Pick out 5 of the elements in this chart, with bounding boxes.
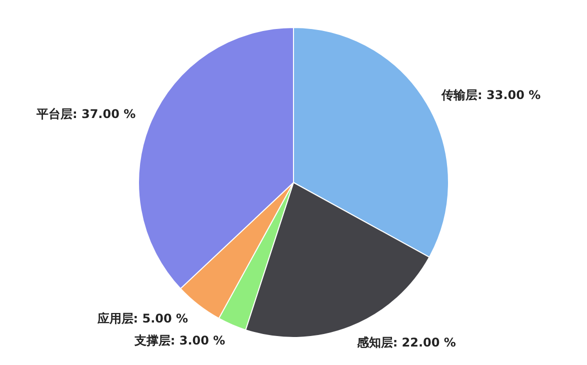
slice-label: 应用层: 5.00 % — [96, 311, 188, 326]
slice-label: 平台层: 37.00 % — [36, 107, 136, 122]
slice-label: 感知层: 22.00 % — [356, 335, 456, 350]
slice-label: 支撑层: 3.00 % — [133, 333, 226, 348]
slice-label: 传输层: 33.00 % — [440, 88, 541, 102]
